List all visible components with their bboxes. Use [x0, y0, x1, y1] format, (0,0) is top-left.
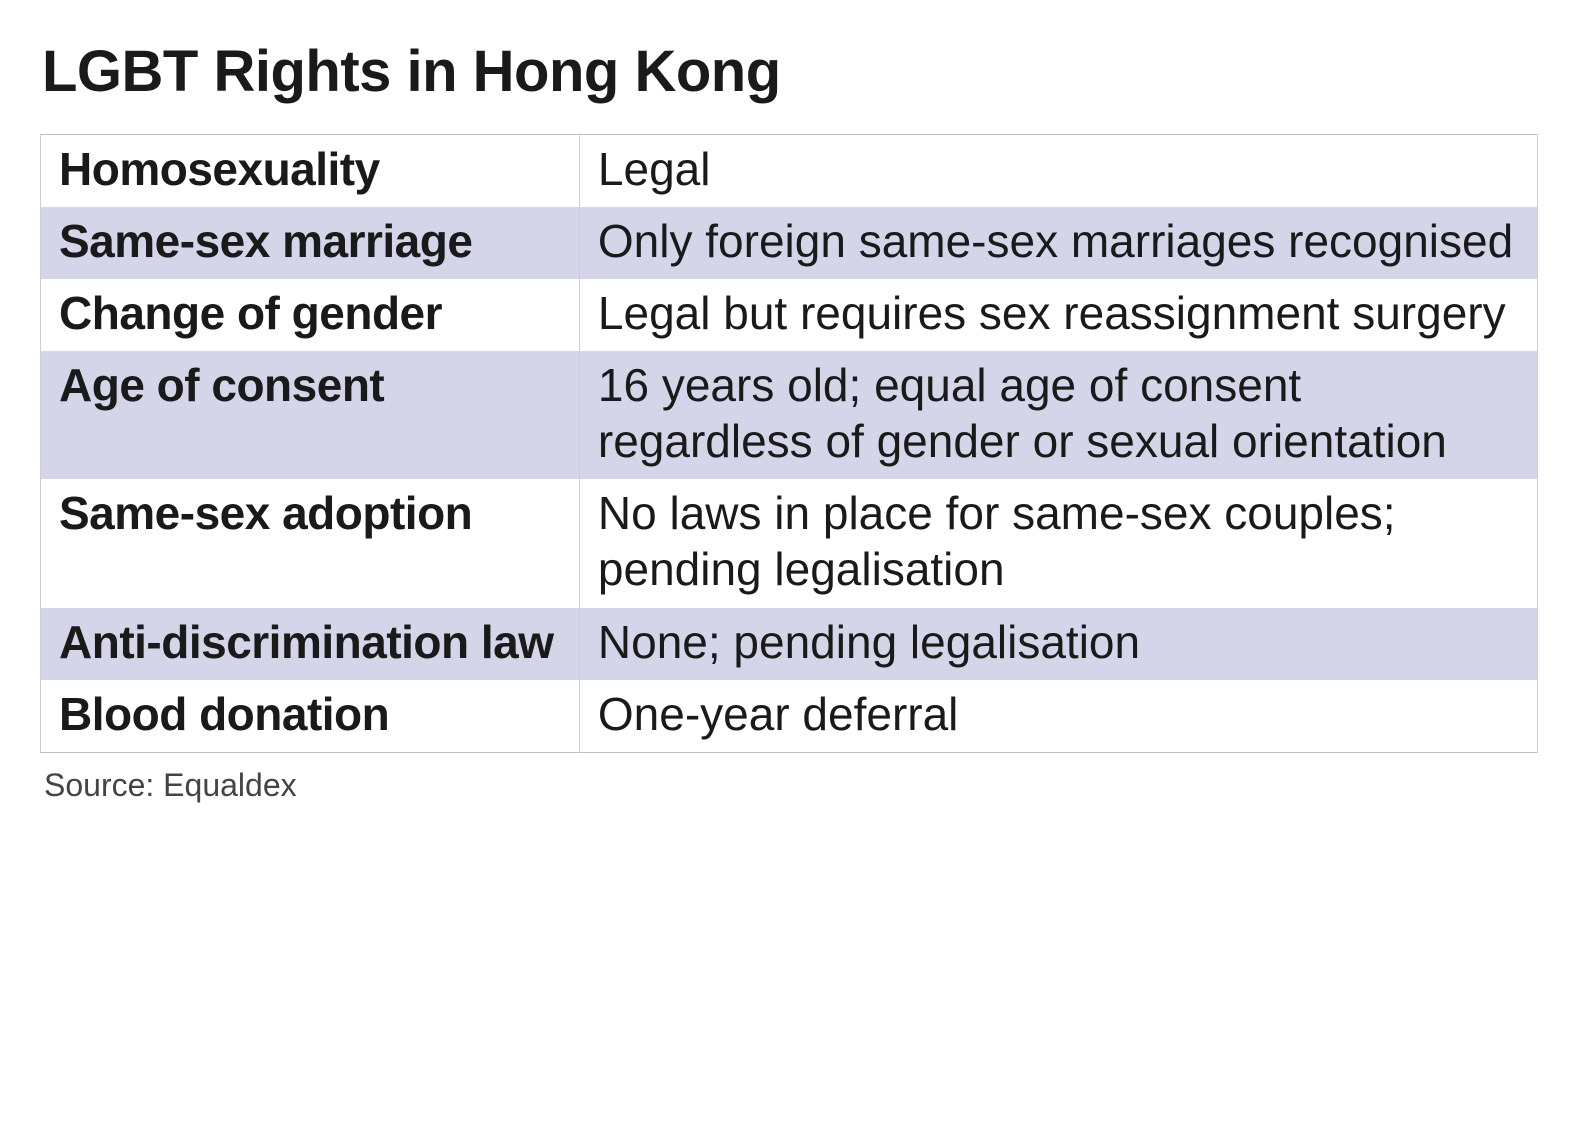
- row-label: Same-sex marriage: [41, 207, 580, 279]
- source-attribution: Source: Equaldex: [44, 767, 1538, 804]
- row-value: One-year deferral: [579, 680, 1537, 753]
- row-label: Anti-discrimination law: [41, 608, 580, 680]
- table-row: Change of gender Legal but requires sex …: [41, 279, 1538, 351]
- table-row: Homosexuality Legal: [41, 134, 1538, 207]
- row-label: Homosexuality: [41, 134, 580, 207]
- row-value: None; pending legalisation: [579, 608, 1537, 680]
- rights-table: Homosexuality Legal Same-sex marriage On…: [40, 134, 1538, 753]
- row-value: 16 years old; equal age of consent regar…: [579, 351, 1537, 479]
- row-value: Legal: [579, 134, 1537, 207]
- table-row: Age of consent 16 years old; equal age o…: [41, 351, 1538, 479]
- row-label: Change of gender: [41, 279, 580, 351]
- row-label: Blood donation: [41, 680, 580, 753]
- row-value: No laws in place for same-sex couples; p…: [579, 479, 1537, 607]
- table-row: Same-sex marriage Only foreign same-sex …: [41, 207, 1538, 279]
- row-value: Only foreign same-sex marriages recognis…: [579, 207, 1537, 279]
- table-row: Blood donation One-year deferral: [41, 680, 1538, 753]
- row-value: Legal but requires sex reassignment surg…: [579, 279, 1537, 351]
- row-label: Same-sex adoption: [41, 479, 580, 607]
- table-row: Same-sex adoption No laws in place for s…: [41, 479, 1538, 607]
- table-row: Anti-discrimination law None; pending le…: [41, 608, 1538, 680]
- row-label: Age of consent: [41, 351, 580, 479]
- page-title: LGBT Rights in Hong Kong: [42, 40, 1538, 104]
